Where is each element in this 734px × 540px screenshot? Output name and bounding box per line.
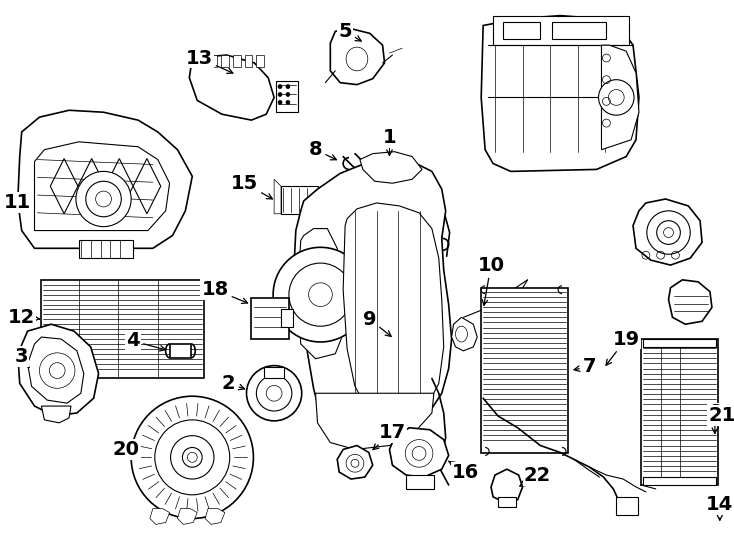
Bar [41,280,204,379]
Bar [493,16,629,45]
Polygon shape [316,393,434,449]
Text: 13: 13 [186,49,233,73]
Text: 21: 21 [708,407,734,426]
Bar [281,186,319,214]
Text: 1: 1 [382,129,396,156]
Polygon shape [18,324,98,416]
Circle shape [76,171,131,227]
Polygon shape [294,159,451,446]
Bar [252,298,289,339]
Text: 17: 17 [373,423,406,450]
Bar [498,497,516,507]
Text: 7: 7 [574,357,597,376]
Text: 20: 20 [113,440,139,459]
Bar [170,344,192,358]
Bar [482,288,568,454]
Polygon shape [493,318,519,351]
Text: 22: 22 [520,465,551,486]
Bar [617,497,638,515]
Bar [406,475,434,489]
Polygon shape [178,509,197,524]
Polygon shape [150,509,170,524]
Polygon shape [298,228,345,359]
Bar [209,55,217,67]
Circle shape [256,375,292,411]
Polygon shape [18,110,192,248]
Text: 10: 10 [478,255,504,305]
Text: 11: 11 [4,193,32,212]
Bar [641,339,718,485]
Circle shape [286,92,290,97]
Text: 8: 8 [309,140,336,160]
Circle shape [286,100,290,104]
Circle shape [278,100,282,104]
Polygon shape [360,152,422,183]
Polygon shape [41,406,71,423]
Polygon shape [491,469,523,503]
Bar [233,55,241,67]
Text: 2: 2 [222,374,244,393]
Bar [244,55,252,67]
Bar [256,55,264,67]
Polygon shape [205,509,225,524]
Polygon shape [79,240,133,258]
Circle shape [598,80,634,115]
Polygon shape [451,318,477,351]
Polygon shape [189,55,274,120]
Polygon shape [669,280,712,324]
Text: 9: 9 [363,310,391,336]
Circle shape [278,85,282,89]
Polygon shape [482,16,639,171]
Text: 6: 6 [708,403,722,434]
Bar [197,55,205,67]
Text: 14: 14 [706,495,733,520]
Circle shape [86,181,121,217]
Bar [643,477,716,485]
Polygon shape [330,29,385,85]
Text: 3: 3 [15,347,29,368]
Circle shape [289,263,352,326]
Circle shape [131,396,253,518]
Circle shape [647,211,690,254]
Bar [281,309,293,327]
Bar [503,22,540,39]
Text: 15: 15 [231,174,272,199]
Circle shape [170,436,214,479]
Polygon shape [343,203,444,426]
Text: 4: 4 [126,332,166,351]
Polygon shape [601,45,639,150]
Polygon shape [274,179,281,214]
Circle shape [657,221,680,245]
Circle shape [286,85,290,89]
Bar [221,55,229,67]
Polygon shape [633,199,702,265]
Text: 19: 19 [606,329,640,365]
Circle shape [155,420,230,495]
Circle shape [273,247,368,342]
Text: 5: 5 [338,22,361,41]
Circle shape [278,92,282,97]
Text: 12: 12 [8,308,40,327]
Text: 18: 18 [201,280,247,303]
Circle shape [247,366,302,421]
Circle shape [183,448,202,467]
Polygon shape [337,446,373,479]
Bar [276,80,298,112]
Bar [264,367,284,379]
Text: 16: 16 [448,461,479,482]
Bar [643,339,716,347]
Bar [552,22,606,39]
Polygon shape [390,428,448,477]
